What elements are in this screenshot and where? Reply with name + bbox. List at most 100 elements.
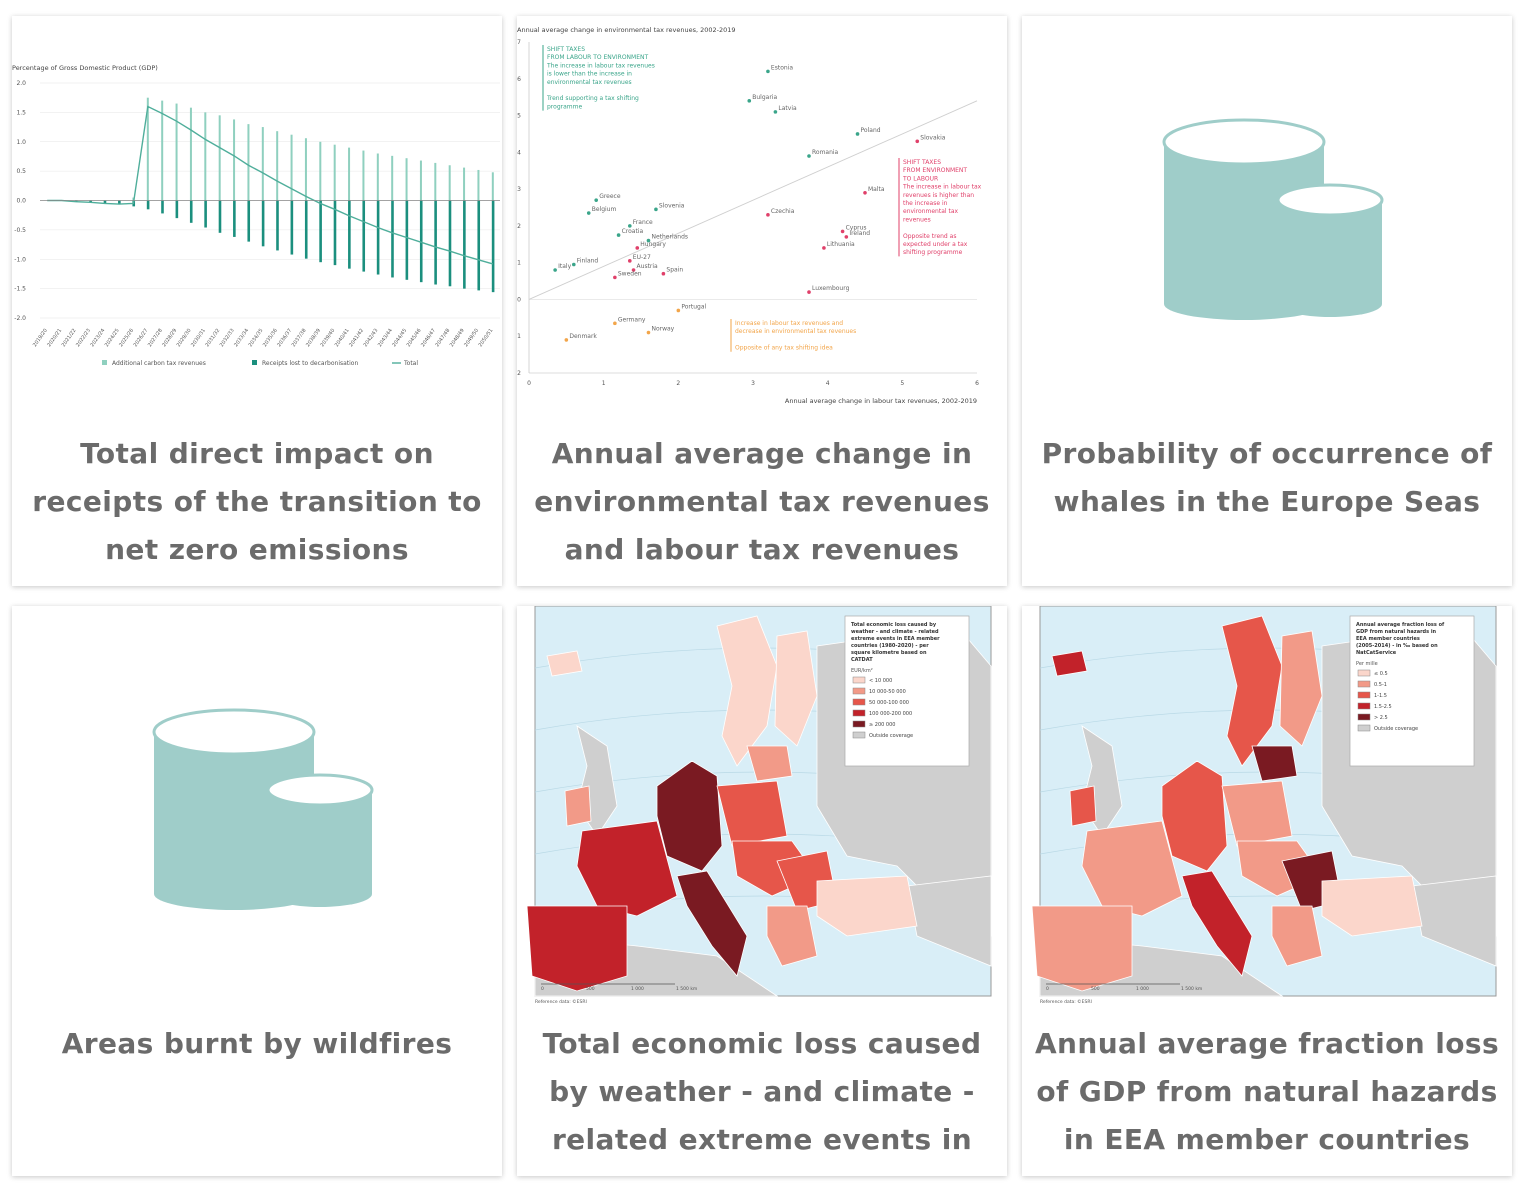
card-title[interactable]: Annual average change in environmental t… <box>534 437 990 566</box>
bar-receipts <box>175 200 179 219</box>
bar-carbon <box>419 160 422 201</box>
map-source: Reference data: ©ESRI <box>535 998 587 1005</box>
legend-swatch <box>1357 680 1371 688</box>
legend-swatch <box>252 360 257 365</box>
bar-carbon <box>391 155 394 201</box>
card-title[interactable]: Total economic loss caused by weather - … <box>542 1027 982 1156</box>
point-label: Finland <box>577 258 599 265</box>
legend-title: Total economic loss caused by <box>851 622 937 628</box>
scatter-point <box>628 259 632 263</box>
bar-receipts <box>247 200 251 242</box>
card-environmental-tax-revenues[interactable]: Annual average change in environmental t… <box>517 16 1007 586</box>
scatter-point <box>594 198 598 202</box>
point-label: Slovakia <box>920 134 946 141</box>
bar-carbon <box>175 103 178 201</box>
scatter-point <box>572 262 576 267</box>
legend-title: Annual average fraction loss of <box>1356 622 1445 628</box>
series-line-total <box>47 105 494 265</box>
legend-swatch <box>1357 691 1371 699</box>
point-label: Germany <box>618 316 646 323</box>
point-label: Norway <box>651 326 674 333</box>
card-title[interactable]: Annual average fraction loss of GDP from… <box>1034 1027 1500 1156</box>
x-tick-label: 5 <box>900 380 904 387</box>
point-label: Croatia <box>622 228 644 235</box>
bar-receipts <box>89 200 92 203</box>
bar-carbon <box>276 131 279 201</box>
region-finland <box>774 630 818 747</box>
bar-carbon <box>376 153 379 201</box>
scatter-point <box>646 330 651 335</box>
point-label: Luxembourg <box>812 285 850 292</box>
card-thumbnail <box>12 606 502 1006</box>
point-label: Lithuania <box>827 241 855 248</box>
map-legend <box>1349 615 1475 767</box>
annotation-text: revenues <box>903 216 931 223</box>
bar-receipts <box>146 200 150 210</box>
point-label: Austria <box>637 263 659 270</box>
legend-swatch <box>1357 713 1371 721</box>
y-tick-label: 1.0 <box>16 139 26 146</box>
scale-label: 500 <box>1091 986 1100 992</box>
card-whales-occurrence[interactable]: Probability of occurrence of whales in t… <box>1022 16 1512 586</box>
scatter-point <box>635 246 640 250</box>
legend-swatch <box>852 687 866 695</box>
bar-carbon <box>204 112 207 201</box>
scale-label: 1 000 <box>631 986 644 992</box>
annotation-text: SHIFT TAXES <box>547 46 585 53</box>
point-label: Hungary <box>640 241 666 248</box>
legend-item: ≥ 200 000 <box>869 722 895 728</box>
point-label: Estonia <box>771 64 793 71</box>
y-tick-label: -1.0 <box>14 256 26 263</box>
card-economic-loss-map[interactable]: Total economic loss caused by weather - a… <box>517 606 1007 1176</box>
point-label: Portugal <box>681 303 706 310</box>
region-bulgaria-turkey <box>1321 875 1423 937</box>
scatter-point <box>840 229 845 234</box>
y-tick-label: 0.5 <box>16 168 26 175</box>
bar-receipts <box>218 200 222 233</box>
card-thumbnail: Total economic loss caused by weather - a… <box>517 606 1007 1006</box>
map-source: Reference data: ©ESRI <box>1040 998 1092 1005</box>
legend-label: Receipts lost to decarbonisation <box>262 360 358 367</box>
bar-receipts <box>391 200 394 278</box>
card-title[interactable]: Probability of occurrence of whales in t… <box>1041 437 1493 518</box>
scatter-chart: Annual average change in environmental t… <box>517 26 982 405</box>
scatter-point <box>631 268 636 272</box>
bar-receipts <box>491 200 495 293</box>
bar-receipts <box>434 200 437 285</box>
scatter-point <box>807 154 811 158</box>
annotation-text: the increase in <box>903 200 948 207</box>
scatter-point <box>628 224 632 228</box>
card-areas-burnt[interactable]: Areas burnt by wildfires <box>12 606 502 1176</box>
bar-carbon <box>405 158 408 201</box>
scatter-point <box>807 290 811 294</box>
legend-item: ≤ 0.5 <box>1374 671 1388 677</box>
reference-diagonal <box>528 100 978 300</box>
card-title[interactable]: Total direct impact on receipts of the t… <box>32 437 482 566</box>
point-label: Slovenia <box>659 202 685 209</box>
y-tick-label: 6 <box>517 76 521 83</box>
bar-receipts <box>189 200 193 223</box>
x-tick-label: 2050/51 <box>478 328 495 348</box>
card-title[interactable]: Areas burnt by wildfires <box>61 1027 453 1060</box>
legend-item: 1.5-2.5 <box>1374 704 1392 710</box>
scale-label: 1 500 km <box>1181 986 1202 992</box>
card-thumbnail: Percentage of Gross Domestic Product (GD… <box>12 16 502 416</box>
annotation-text: Opposite trend as <box>903 233 956 240</box>
point-label: Greece <box>599 193 621 200</box>
region-baltics <box>746 745 793 782</box>
point-label: Poland <box>861 127 881 134</box>
point-label: Italy <box>558 263 571 270</box>
bar-carbon <box>463 167 466 201</box>
region-baltics <box>1251 745 1298 782</box>
scatter-point <box>747 99 752 103</box>
legend-title: countries (1980-2020) - per <box>851 643 929 649</box>
scatter-point <box>654 207 658 212</box>
card-gdp-fraction-loss-map[interactable]: Annual average fraction loss of GDP from … <box>1022 606 1512 1176</box>
legend-swatch <box>852 709 866 717</box>
bar-receipts <box>161 200 164 214</box>
card-total-direct-impact[interactable]: Percentage of Gross Domestic Product (GD… <box>12 16 502 586</box>
point-label: EU-27 <box>633 254 651 261</box>
bar-receipts <box>463 200 466 289</box>
y-tick-label: 4 <box>517 149 521 156</box>
